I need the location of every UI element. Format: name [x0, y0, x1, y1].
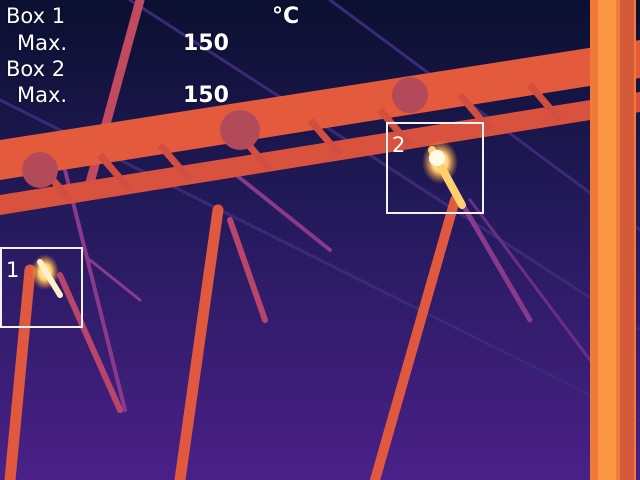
box1-max-label: Max.	[17, 31, 68, 55]
measure-box-2-number: 2	[392, 133, 406, 157]
box1-max-value: 150	[183, 31, 229, 56]
box2-max-value: 150	[183, 83, 229, 108]
box1-label: Box 1	[6, 4, 66, 28]
box2-max-label: Max.	[17, 83, 68, 107]
pole	[590, 0, 636, 480]
box2-label: Box 2	[6, 57, 66, 81]
measure-box-2[interactable]	[386, 122, 484, 214]
unit-label: °C	[272, 4, 300, 29]
measure-box-1-number: 1	[6, 258, 20, 282]
struts	[4, 0, 460, 480]
measure-box-1[interactable]	[0, 247, 83, 328]
hot-spots	[31, 140, 466, 298]
